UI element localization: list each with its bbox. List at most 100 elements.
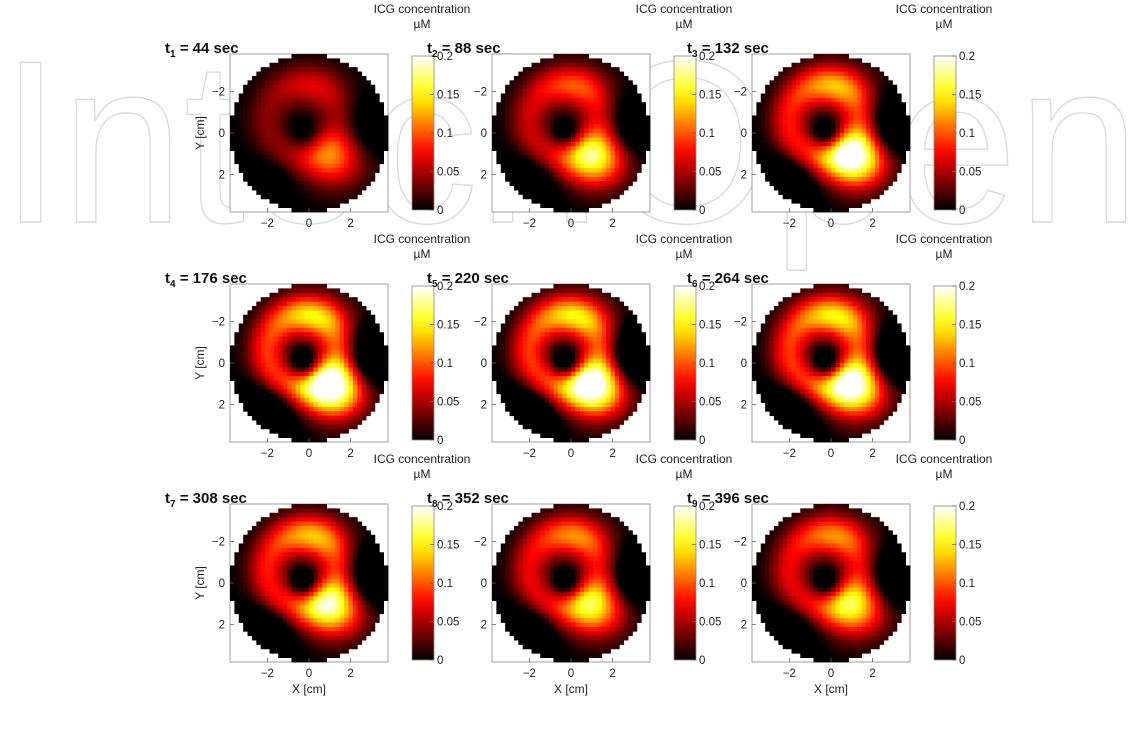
heatmap-cell <box>383 367 389 373</box>
heatmap-cell <box>817 80 823 86</box>
heatmap-cell <box>831 141 836 147</box>
heatmap-cell <box>330 115 336 121</box>
heatmap-cell <box>513 154 519 160</box>
heatmap-cell <box>509 319 515 324</box>
heatmap-cell <box>238 133 244 138</box>
heatmap-cell <box>330 84 336 90</box>
heatmap-cell <box>251 358 257 364</box>
heatmap-cell <box>579 406 585 412</box>
heatmap-cell <box>857 146 863 151</box>
heatmap-cell <box>322 384 327 390</box>
heatmap-cell <box>339 428 345 434</box>
heatmap-cell <box>335 62 341 68</box>
heatmap-cell <box>339 168 345 173</box>
heatmap-cell <box>787 128 792 134</box>
heatmap-cell <box>256 97 262 103</box>
heatmap-cell <box>492 115 497 121</box>
heatmap-cell <box>857 71 863 77</box>
heatmap-cell <box>535 133 541 138</box>
heatmap-cell <box>265 341 270 346</box>
heatmap-cell <box>256 376 262 381</box>
heatmap-cell <box>295 71 301 77</box>
y-tick-label: −2 <box>212 316 225 328</box>
heatmap-cell <box>282 146 288 151</box>
colorbar-tick-label: 0.1 <box>699 128 715 140</box>
heatmap-cell <box>282 380 288 386</box>
heatmap-cell <box>300 111 306 116</box>
heatmap-cell <box>848 75 854 81</box>
heatmap-cell <box>782 89 788 94</box>
heatmap-cell <box>339 80 345 86</box>
heatmap-cell <box>352 119 358 125</box>
heatmap-cell <box>505 119 510 125</box>
heatmap-cell <box>531 75 537 81</box>
heatmap-cell <box>566 319 572 324</box>
heatmap-cell <box>619 93 625 99</box>
heatmap-cell <box>260 71 266 77</box>
heatmap-cell <box>575 67 581 72</box>
heatmap-cell <box>866 194 871 200</box>
heatmap-cell <box>804 172 810 178</box>
heatmap-cell <box>348 172 354 178</box>
heatmap-cell <box>610 111 616 116</box>
heatmap-cell <box>527 128 532 134</box>
heatmap-cell <box>544 349 550 355</box>
heatmap-cell <box>282 420 288 425</box>
heatmap-cell <box>535 67 541 72</box>
heatmap-cell <box>857 119 863 125</box>
heatmap-cell <box>518 111 524 116</box>
heatmap-cell <box>352 314 358 320</box>
heatmap-cell <box>540 71 546 77</box>
heatmap-cell <box>557 367 563 373</box>
heatmap-cell <box>765 128 770 134</box>
heatmap-cell <box>553 133 559 138</box>
heatmap-cell <box>496 380 502 386</box>
heatmap-cell <box>571 146 576 151</box>
heatmap-cell <box>866 62 871 68</box>
heatmap-cell <box>370 341 376 346</box>
heatmap-cell <box>831 115 836 121</box>
heatmap-cell <box>619 80 625 86</box>
heatmap-cell <box>549 393 554 399</box>
heatmap-cell <box>826 168 832 173</box>
heatmap-cell <box>522 102 528 108</box>
heatmap-cell <box>522 163 528 169</box>
heatmap-cell <box>601 332 607 338</box>
heatmap-cell <box>230 141 235 147</box>
heatmap-cell <box>901 150 907 156</box>
heatmap-cell <box>513 314 519 320</box>
heatmap-cell <box>835 203 841 209</box>
heatmap-cell <box>610 159 616 165</box>
heatmap-cell <box>760 154 766 160</box>
heatmap-cell <box>269 133 275 138</box>
heatmap-cell <box>645 137 651 143</box>
heatmap-cell <box>496 154 502 160</box>
heatmap-cell <box>566 389 572 395</box>
heatmap-cell <box>905 146 911 151</box>
heatmap-cell <box>571 159 576 165</box>
heatmap-cell <box>295 207 301 213</box>
heatmap-cell <box>901 102 907 108</box>
heatmap-cell <box>844 154 849 160</box>
heatmap-cell <box>282 97 288 103</box>
heatmap-cell <box>335 102 341 108</box>
heatmap-cell <box>335 292 341 298</box>
heatmap-cell <box>527 310 532 316</box>
heatmap-cell <box>282 301 288 307</box>
heatmap-cell <box>562 354 568 360</box>
heatmap-cell <box>579 159 585 165</box>
heatmap-cell <box>549 198 554 204</box>
heatmap-cell <box>606 137 611 143</box>
heatmap-cell <box>601 168 607 173</box>
heatmap-cell <box>861 119 867 125</box>
heatmap-cell <box>531 97 537 103</box>
heatmap-cell <box>335 176 341 182</box>
heatmap-cell <box>610 150 616 156</box>
heatmap-cell <box>800 106 806 112</box>
heatmap-cell <box>260 376 266 381</box>
heatmap-cell <box>760 150 766 156</box>
heatmap-cell <box>641 111 647 116</box>
heatmap-cell <box>304 67 310 72</box>
heatmap-cell <box>361 146 367 151</box>
heatmap-cell <box>606 194 611 200</box>
